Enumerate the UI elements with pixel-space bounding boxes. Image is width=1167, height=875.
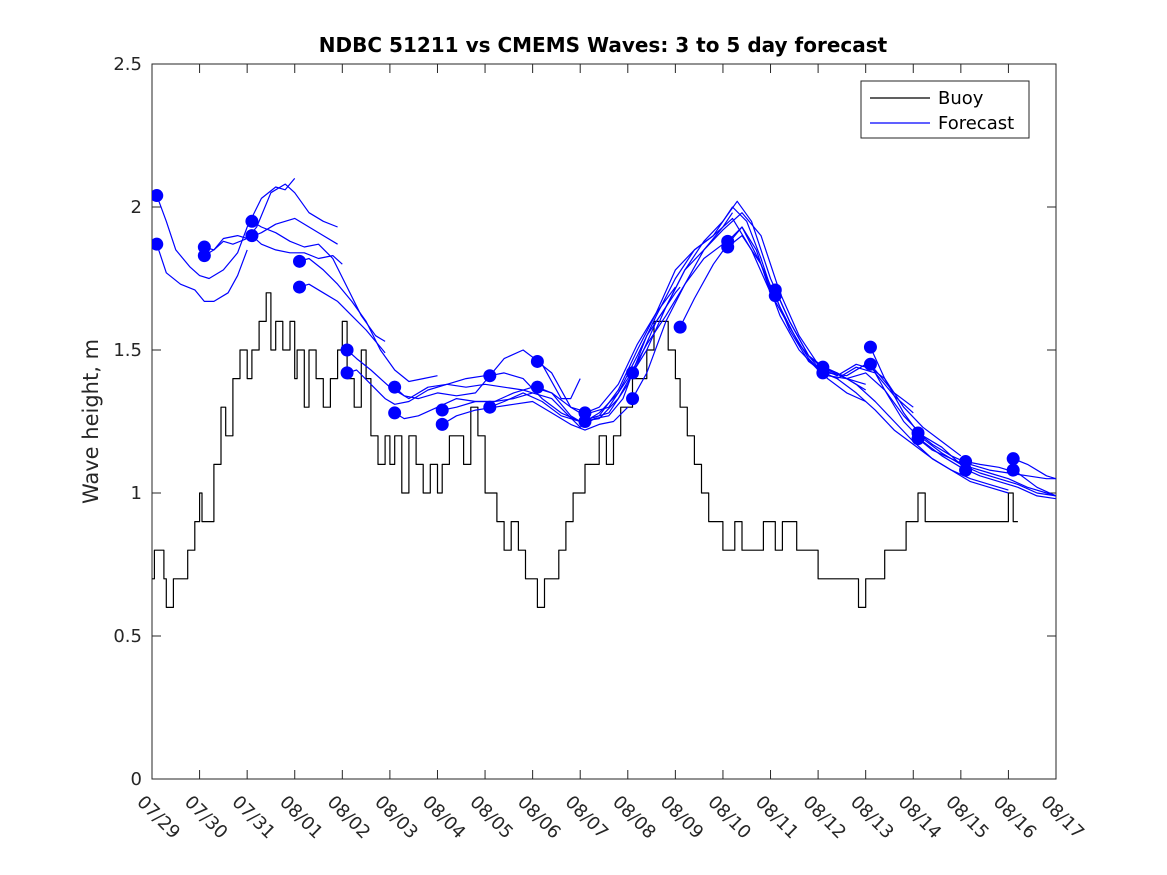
forecast-line (203, 217, 338, 257)
forecast-start-marker (816, 366, 830, 380)
legend: Buoy Forecast (860, 80, 1030, 139)
y-axis-title: Wave height, m (79, 339, 103, 504)
forecast-line (442, 372, 634, 428)
forecast-start-marker (340, 366, 354, 380)
forecast-start-marker (435, 403, 449, 417)
forecast-start-marker (863, 357, 877, 371)
forecast-line (537, 243, 724, 414)
forecast-start-marker (673, 320, 687, 334)
buoy-line (152, 292, 1018, 609)
y-tick-label: 0 (131, 769, 142, 790)
forecast-start-marker (152, 189, 164, 203)
forecast-start-marker (626, 366, 640, 380)
forecast-start-marker (578, 415, 592, 428)
forecast-line (917, 438, 1056, 497)
forecast-start-marker (530, 354, 544, 368)
forecast-line (346, 369, 486, 405)
forecast-start-marker (1006, 463, 1020, 477)
forecast-start-marker (530, 380, 544, 394)
forecast-start-marker (483, 400, 497, 414)
forecast-start-marker (388, 380, 402, 394)
forecast-line (156, 244, 248, 302)
y-tick-label: 1.5 (113, 340, 142, 361)
legend-label: Forecast (938, 113, 1014, 134)
forecast-line (156, 178, 296, 280)
forecast-line (584, 206, 772, 414)
forecast-line (1012, 458, 1056, 480)
y-tick-label: 1 (131, 483, 142, 504)
forecast-start-marker (435, 417, 449, 431)
forecast-line (299, 257, 438, 383)
forecast-start-marker (340, 343, 354, 357)
forecast-start-marker (292, 254, 306, 268)
legend-label: Buoy (938, 88, 984, 109)
forecast-start-marker (245, 229, 259, 243)
forecast-start-marker (959, 463, 973, 477)
forecast-start-marker (483, 369, 497, 383)
forecast-line (204, 183, 338, 251)
y-tick-label: 2.5 (113, 54, 142, 75)
y-tick-label: 2 (131, 197, 142, 218)
forecast-line (822, 372, 1009, 494)
forecast-start-marker (626, 392, 640, 406)
forecast-start-marker (152, 237, 164, 251)
forecast-line (584, 217, 772, 423)
forecast-start-marker (863, 340, 877, 354)
y-tick-label: 0.5 (113, 626, 142, 647)
axes-box (151, 63, 1057, 780)
forecast-start-marker (388, 406, 402, 420)
forecast-line (917, 432, 1056, 480)
forecast-start-marker (197, 249, 211, 263)
legend-box (860, 80, 1030, 139)
forecast-line (346, 349, 533, 400)
forecast-start-marker (245, 214, 259, 228)
forecast-start-marker (1006, 452, 1020, 466)
forecast-line (441, 400, 629, 431)
forecast-start-marker (911, 432, 925, 446)
forecast-line (774, 295, 962, 465)
forecast-start-marker (721, 240, 735, 254)
forecast-start-marker (292, 280, 306, 294)
chart-title: NDBC 51211 vs CMEMS Waves: 3 to 5 day fo… (319, 33, 888, 57)
forecast-line (299, 283, 386, 354)
series-group (152, 178, 1056, 609)
forecast-line (251, 235, 343, 265)
forecast-start-marker (768, 289, 782, 303)
